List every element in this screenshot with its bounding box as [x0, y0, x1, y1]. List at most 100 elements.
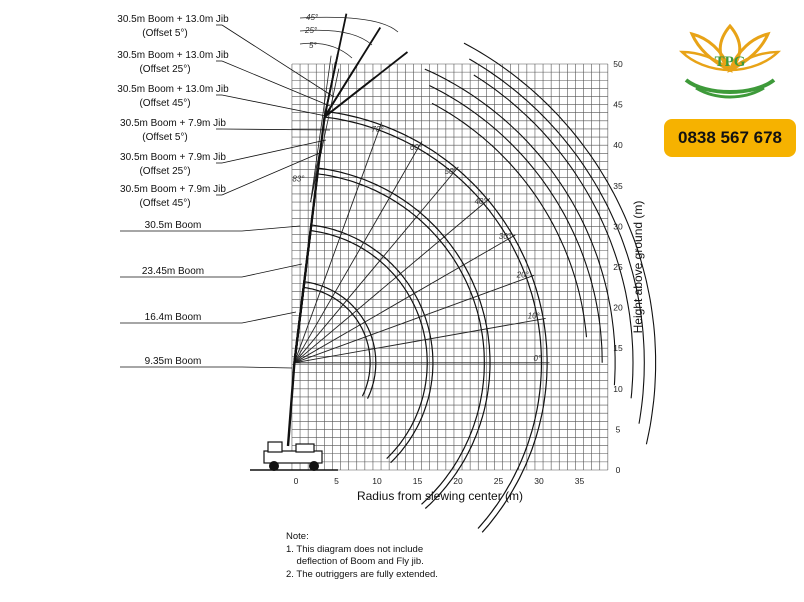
x-tick-label: 20 [453, 476, 463, 486]
tpg-logo: TPG [678, 23, 782, 99]
jib-arc [469, 58, 645, 424]
angle-label: 0° [534, 354, 542, 363]
x-tick-label: 5 [334, 476, 339, 486]
config-offset-label: (Offset 5°) [142, 132, 188, 143]
y-tick-label: 10 [613, 384, 623, 394]
x-tick-label: 15 [413, 476, 423, 486]
boom-arc [310, 230, 428, 460]
angle-label: 83° [292, 175, 305, 184]
leader-line [221, 24, 335, 98]
leader-line [241, 366, 293, 369]
x-tick-label: 10 [372, 476, 382, 486]
phone-button[interactable]: 0838 567 678 [664, 119, 796, 157]
y-tick-label: 5 [616, 424, 621, 434]
leader-line [221, 128, 331, 131]
crane-body [263, 450, 323, 464]
boom-arc [304, 281, 377, 399]
y-tick-label: 25 [613, 262, 623, 272]
chart-grid [291, 63, 609, 471]
jib-arc [424, 68, 616, 386]
config-label: 30.5m Boom + 7.9m Jib [120, 118, 226, 129]
leader-line [241, 225, 301, 232]
boom-line [293, 116, 326, 363]
angle-line [294, 317, 546, 364]
jib-ref-line [310, 55, 332, 203]
boom-arc [317, 173, 485, 505]
y-tick-label: 50 [613, 59, 623, 69]
config-label: 30.5m Boom + 7.9m Jib [120, 184, 226, 195]
boom-angle-lines [293, 55, 550, 364]
y-tick-label: 15 [613, 343, 623, 353]
jib-arc [431, 102, 588, 338]
jib-arc [429, 85, 603, 363]
jib-line [323, 76, 376, 118]
crane-icon [250, 362, 338, 471]
angle-label: 60° [410, 143, 423, 152]
config-offset-label: (Offset 5°) [142, 28, 188, 39]
angle-line [294, 166, 459, 364]
leader-line [221, 151, 323, 196]
jib-line [323, 54, 339, 118]
config-offset-label: (Offset 45°) [139, 198, 190, 209]
note-line: 2. The outriggers are fully extended. [286, 568, 438, 580]
note-line: 1. This diagram does not include [286, 543, 424, 555]
boom-lines [293, 13, 409, 363]
leader-line [221, 60, 331, 107]
note-title: Note: [286, 531, 309, 542]
boom-base [286, 362, 296, 447]
boom-arc [324, 116, 542, 529]
boom-arc [303, 286, 371, 397]
leader-line [221, 139, 327, 164]
x-tick-label: 25 [494, 476, 504, 486]
leader-line [241, 263, 303, 278]
config-offset-label: (Offset 45°) [139, 98, 190, 109]
angle-line [294, 234, 516, 364]
jib-line [323, 62, 360, 118]
config-offset-label: (Offset 25°) [139, 64, 190, 75]
angle-labels: 0°10°20°30°40°50°60°70°83°5°25°45° [292, 13, 542, 363]
logo-text: TPG [715, 54, 746, 70]
crane-cab [295, 443, 315, 453]
x-tick-labels: 0 5 10 15 20 25 30 35 [294, 476, 585, 486]
jib-ref-line [310, 68, 340, 203]
x-tick-label: 30 [534, 476, 544, 486]
y-tick-label: 35 [613, 181, 623, 191]
jib-arc [463, 42, 657, 445]
crane-cab [267, 441, 283, 453]
wheel [309, 461, 319, 471]
notes: Note: 1. This diagram does not include d… [286, 531, 438, 581]
config-label: 16.4m Boom [145, 312, 202, 323]
angle-line [294, 274, 535, 364]
boom-arc [318, 167, 491, 509]
y-tick-label: 20 [613, 303, 623, 313]
angle-label: 10° [528, 312, 541, 321]
leader-line [221, 94, 327, 117]
config-offset-label: (Offset 25°) [139, 166, 190, 177]
x-tick-label: 0 [294, 476, 299, 486]
angle-label: 30° [499, 232, 512, 241]
y-tick-label: 30 [613, 221, 623, 231]
y-tick-label: 0 [616, 465, 621, 475]
angle-label: 70° [371, 125, 384, 134]
boom-arc [325, 110, 548, 533]
angle-line [293, 122, 383, 363]
y-tick-label: 45 [613, 100, 623, 110]
boom-arc [311, 224, 434, 464]
wheel [269, 461, 279, 471]
angle-label: 50° [445, 167, 458, 176]
config-label: 30.5m Boom + 7.9m Jib [120, 152, 226, 163]
config-label: 30.5m Boom + 13.0m Jib [117, 84, 229, 95]
offset-arc [299, 29, 373, 46]
config-label: 23.45m Boom [142, 266, 204, 277]
x-axis-title: Radius from slewing center (m) [357, 489, 523, 503]
angle-label: 20° [516, 270, 530, 279]
leader-line [241, 311, 297, 324]
offset-arc [299, 16, 399, 33]
note-line: deflection of Boom and Fly jib. [286, 556, 424, 567]
offset-arc [299, 42, 353, 59]
config-label: 30.5m Boom + 13.0m Jib [117, 14, 229, 25]
jib-arc [473, 74, 634, 399]
y-tick-labels: 0 5 10 15 20 25 30 35 40 45 50 [613, 59, 623, 475]
offset-label: 5° [309, 41, 317, 50]
